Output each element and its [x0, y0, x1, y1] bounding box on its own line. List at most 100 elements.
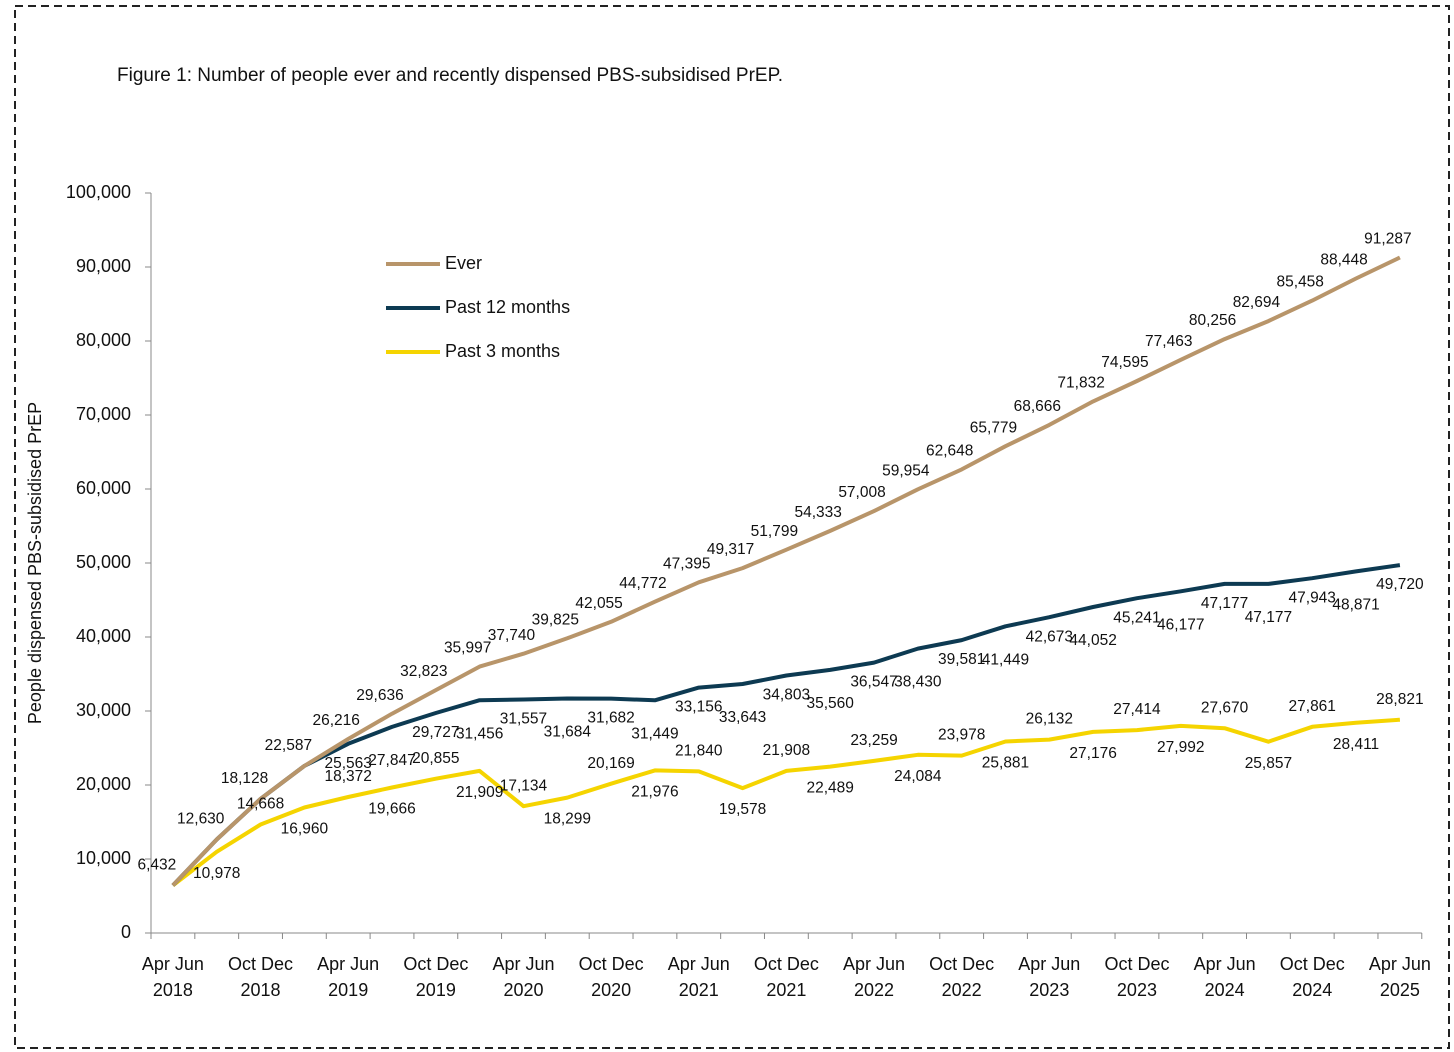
data-label: 27,861	[1289, 698, 1336, 715]
data-label: 27,847	[368, 752, 415, 769]
x-tick-label-line: 2024	[1292, 980, 1332, 1000]
data-label: 21,908	[763, 742, 810, 759]
data-label: 21,909	[456, 784, 503, 801]
data-label: 49,720	[1376, 576, 1424, 593]
x-tick-label-line: Apr Jun	[142, 954, 204, 974]
data-label: 31,684	[544, 724, 592, 741]
data-label: 28,821	[1376, 691, 1423, 708]
data-label: 31,456	[456, 725, 503, 742]
data-label: 27,992	[1157, 739, 1204, 756]
x-tick-label: Oct Dec 2022	[929, 954, 994, 1000]
x-tick-label: Apr Jun 2019	[317, 954, 379, 1000]
y-tick-label: 80,000	[76, 330, 131, 350]
x-tick-label-line: Apr Jun	[1018, 954, 1080, 974]
data-label: 26,132	[1026, 711, 1073, 728]
x-tick-label-line: Apr Jun	[1369, 954, 1431, 974]
data-label: 39,581	[938, 651, 985, 668]
data-label: 6,432	[138, 856, 177, 873]
y-tick-label: 90,000	[76, 256, 131, 276]
y-tick-label: 100,000	[66, 182, 131, 202]
data-label: 16,960	[281, 821, 329, 838]
y-tick-label: 30,000	[76, 700, 131, 720]
x-tick-label-line: Oct Dec	[1104, 954, 1169, 974]
data-label: 41,449	[982, 651, 1029, 668]
x-tick-label-line: 2021	[679, 980, 719, 1000]
x-tick-label-line: Oct Dec	[1280, 954, 1345, 974]
x-tick-label: Oct Dec 2020	[579, 954, 644, 1000]
data-label: 38,430	[894, 674, 942, 691]
data-label: 39,825	[532, 611, 579, 628]
data-label: 27,670	[1201, 699, 1249, 716]
x-tick-label: Apr Jun 2025	[1369, 954, 1431, 1000]
x-tick-label-line: Oct Dec	[579, 954, 644, 974]
x-tick-label-line: 2022	[854, 980, 894, 1000]
y-tick-label: 70,000	[76, 404, 131, 424]
data-label: 31,557	[500, 711, 547, 728]
x-tick-label-line: Oct Dec	[228, 954, 293, 974]
data-label: 25,881	[982, 755, 1029, 772]
data-label: 35,560	[806, 695, 854, 712]
series-line	[171, 717, 1401, 887]
data-label: 42,055	[575, 595, 622, 612]
x-tick-label-line: Apr Jun	[843, 954, 905, 974]
data-label: 20,855	[412, 750, 459, 767]
data-label: 42,673	[1026, 628, 1073, 645]
data-label: 82,694	[1233, 294, 1281, 311]
data-label: 74,595	[1101, 354, 1148, 371]
y-axis-title: People dispensed PBS-subsidised PrEP	[25, 402, 45, 724]
y-tick-label: 20,000	[76, 774, 131, 794]
data-label: 54,333	[794, 504, 841, 521]
x-tick-label: Apr Jun 2024	[1194, 954, 1256, 1000]
x-tick-label-line: 2021	[766, 980, 806, 1000]
data-label: 23,978	[938, 727, 985, 744]
data-label: 29,727	[412, 724, 459, 741]
x-tick-label-line: Oct Dec	[754, 954, 819, 974]
data-label: 14,668	[237, 796, 284, 813]
data-label: 12,630	[177, 811, 225, 828]
data-label: 44,772	[619, 575, 666, 592]
data-label: 27,414	[1113, 701, 1161, 718]
data-label: 71,832	[1057, 375, 1104, 392]
x-tick-label: Apr Jun 2020	[492, 954, 554, 1000]
data-label: 28,411	[1333, 736, 1379, 753]
x-tick-label-line: 2024	[1205, 980, 1245, 1000]
data-label: 20,169	[587, 755, 634, 772]
y-tick-label: 60,000	[76, 478, 131, 498]
data-label: 19,666	[368, 801, 415, 818]
data-label: 44,052	[1069, 632, 1116, 649]
x-tick-label-line: Oct Dec	[403, 954, 468, 974]
data-label: 22,489	[806, 780, 853, 797]
x-tick-label-line: Apr Jun	[1194, 954, 1256, 974]
data-label: 18,128	[221, 770, 268, 787]
x-tick-label-line: Apr Jun	[317, 954, 379, 974]
data-label: 46,177	[1157, 616, 1204, 633]
chart-title: Figure 1: Number of people ever and rece…	[117, 65, 783, 86]
data-label: 31,449	[631, 725, 678, 742]
x-tick-label: Apr Jun 2023	[1018, 954, 1080, 1000]
legend-label: Past 12 months	[445, 297, 570, 317]
data-label: 33,643	[719, 709, 766, 726]
data-label: 68,666	[1014, 398, 1061, 415]
x-tick-label-line: Apr Jun	[492, 954, 554, 974]
data-label: 51,799	[751, 523, 798, 540]
x-tick-label: Oct Dec 2024	[1280, 954, 1345, 1000]
series-line	[171, 255, 1401, 887]
data-label: 19,578	[719, 801, 766, 818]
data-label: 17,134	[500, 777, 548, 794]
data-label: 59,954	[882, 462, 930, 479]
data-label: 85,458	[1277, 274, 1324, 291]
data-label: 21,840	[675, 742, 723, 759]
data-label: 47,177	[1201, 595, 1248, 612]
data-label: 62,648	[926, 442, 973, 459]
data-label: 25,857	[1245, 755, 1292, 772]
x-tick-label-line: 2020	[503, 980, 543, 1000]
data-label: 25,563	[324, 755, 371, 772]
x-tick-label-line: 2020	[591, 980, 631, 1000]
data-label: 37,740	[488, 627, 536, 644]
data-label: 32,823	[400, 663, 447, 680]
x-tick-label: Oct Dec 2019	[403, 954, 468, 1000]
data-label: 26,216	[312, 712, 359, 729]
x-tick-label-line: Oct Dec	[929, 954, 994, 974]
x-tick-label-line: 2018	[241, 980, 281, 1000]
series-line	[171, 563, 1401, 887]
